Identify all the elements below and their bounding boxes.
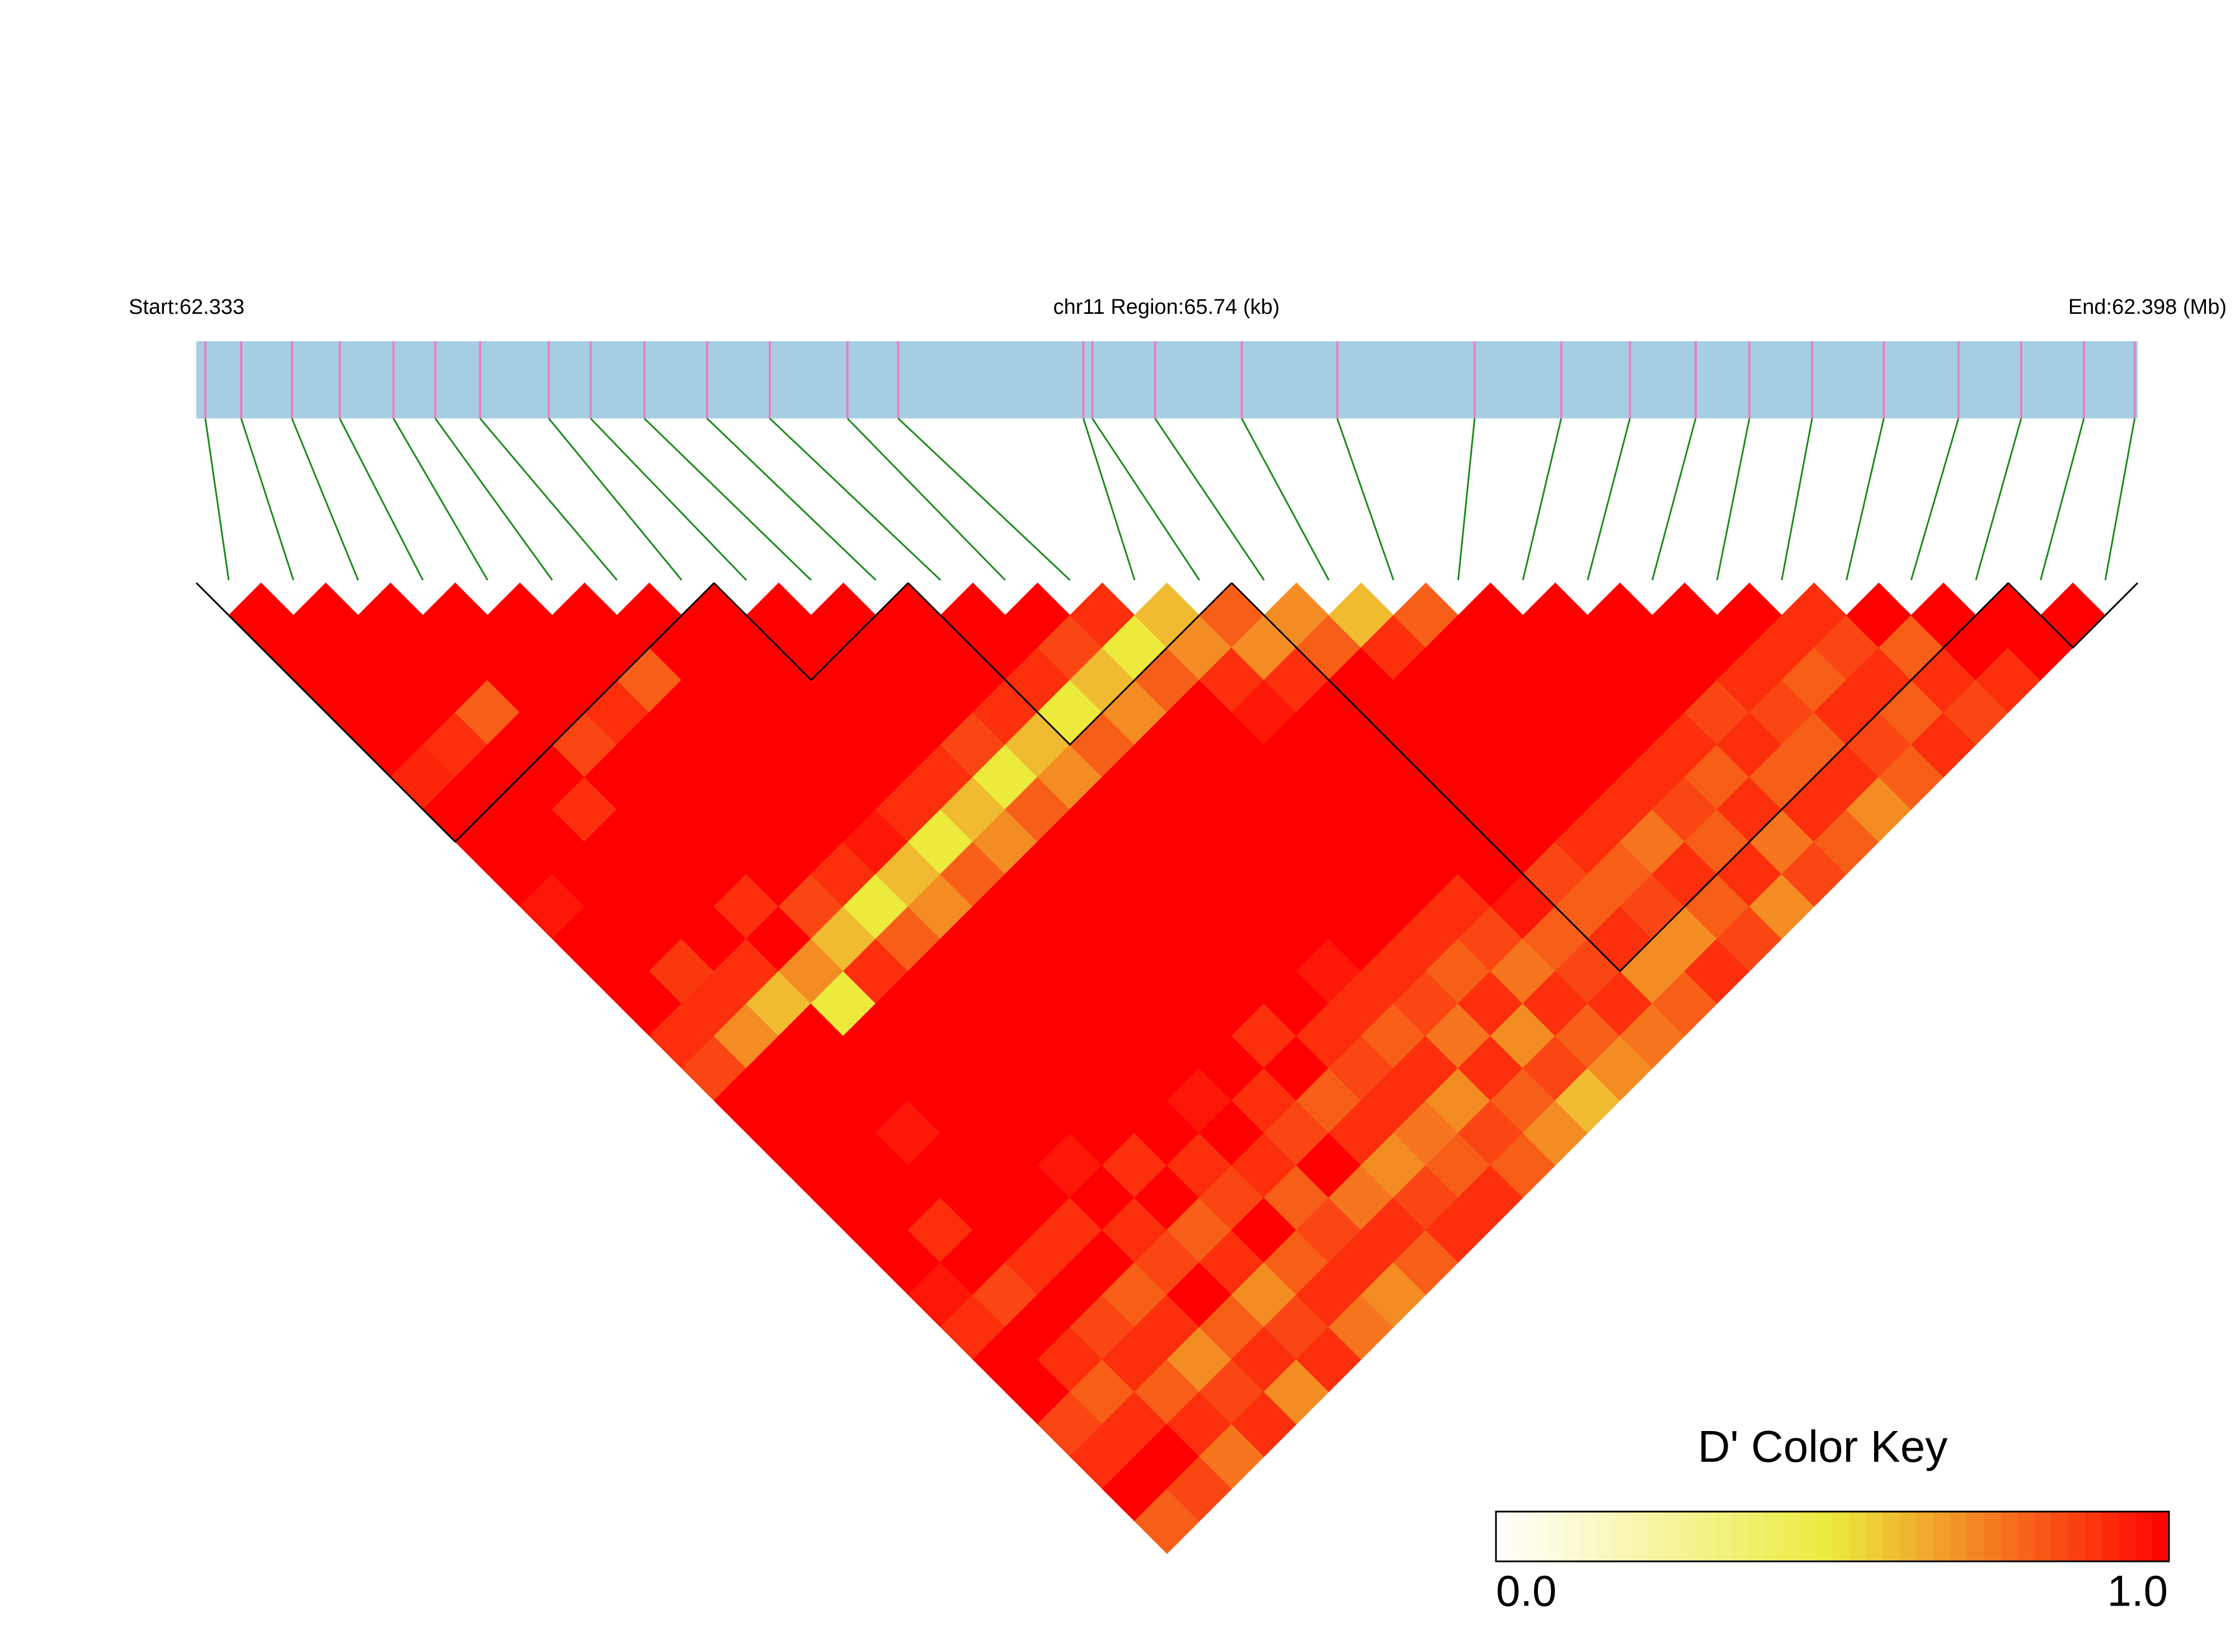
snp-connector xyxy=(434,418,553,581)
ld-block xyxy=(1231,582,2009,973)
snp-connector xyxy=(769,417,942,581)
key-swatch xyxy=(1697,1512,1715,1561)
key-swatch xyxy=(1647,1512,1665,1561)
key-swatch xyxy=(1765,1512,1783,1561)
key-swatch xyxy=(1546,1512,1564,1561)
snp-connector xyxy=(1091,418,1201,581)
ld-block xyxy=(2007,582,2139,649)
end-value: 62.398 xyxy=(2112,295,2177,319)
key-swatch xyxy=(2085,1512,2102,1561)
key-swatch xyxy=(1950,1512,1968,1561)
key-swatch xyxy=(1530,1512,1547,1561)
start-value: 62.333 xyxy=(180,295,244,319)
snp-connector xyxy=(1651,418,1697,581)
key-swatch xyxy=(1580,1512,1598,1561)
key-swatch xyxy=(2017,1512,2035,1561)
key-swatch xyxy=(1832,1512,1850,1561)
key-swatch xyxy=(1630,1512,1648,1561)
key-swatch xyxy=(1799,1512,1817,1561)
snp-connector xyxy=(2104,418,2136,581)
snp-connector xyxy=(2040,418,2085,581)
key-swatch xyxy=(1866,1512,1884,1561)
ld-block xyxy=(713,582,909,681)
snp-connector xyxy=(1083,418,1136,581)
key-tick-label: 0.0 xyxy=(1496,1566,1556,1616)
snp-connector xyxy=(1846,418,1885,581)
key-swatch xyxy=(1681,1512,1698,1561)
start-label: Start:62.333 xyxy=(129,295,244,319)
snp-connector xyxy=(643,417,812,581)
region-label: chr11 Region:65.74 (kb) xyxy=(1053,295,1280,319)
key-swatch xyxy=(1714,1512,1733,1561)
key-swatch xyxy=(1597,1512,1615,1561)
snp-connector xyxy=(846,417,1006,581)
snp-connector xyxy=(548,418,683,581)
snp-connector xyxy=(1241,418,1330,581)
end-unit: (Mb) xyxy=(2183,295,2227,319)
key-swatch xyxy=(2051,1512,2069,1561)
snp-connector xyxy=(897,417,1071,581)
key-swatch xyxy=(2101,1512,2119,1561)
snp-connector xyxy=(479,418,618,581)
ld-block xyxy=(907,582,1232,746)
key-swatch xyxy=(1933,1512,1951,1561)
snp-connector xyxy=(1716,418,1751,581)
snp-connector xyxy=(1336,418,1395,581)
key-swatch xyxy=(2152,1512,2170,1561)
snp-connector xyxy=(1910,418,1960,581)
position-track xyxy=(196,341,2138,418)
snp-connector xyxy=(1975,418,2022,581)
ld-block xyxy=(195,582,715,843)
key-swatch xyxy=(1664,1512,1682,1561)
key-tick-label: 1.0 xyxy=(2107,1566,2168,1616)
snp-connector xyxy=(393,418,488,581)
key-swatch xyxy=(1513,1512,1531,1561)
key-swatch xyxy=(1563,1512,1581,1561)
snp-connector xyxy=(706,417,877,581)
key-swatch xyxy=(1613,1512,1631,1561)
snp-connector xyxy=(1154,418,1265,581)
key-swatch xyxy=(1916,1512,1934,1561)
key-swatch xyxy=(1815,1512,1833,1561)
key-swatch xyxy=(1849,1512,1867,1561)
key-swatch xyxy=(2135,1512,2153,1561)
key-swatch xyxy=(1782,1512,1800,1561)
start-prefix: Start: xyxy=(129,295,180,319)
snp-connector xyxy=(204,418,230,581)
key-swatch xyxy=(1899,1512,1917,1561)
key-title: D' Color Key xyxy=(1698,1422,1948,1471)
end-label: End:62.398 (Mb) xyxy=(2068,295,2227,319)
key-swatch xyxy=(2001,1512,2018,1561)
snp-connector xyxy=(1522,418,1563,581)
snp-connector xyxy=(291,418,359,581)
key-swatch xyxy=(2034,1512,2052,1561)
key-swatch xyxy=(1731,1512,1749,1561)
key-swatch xyxy=(1748,1512,1766,1561)
snp-connector xyxy=(1457,418,1476,581)
snp-connector xyxy=(1587,418,1631,581)
snp-connector xyxy=(338,418,424,581)
key-swatch xyxy=(1984,1512,2002,1561)
snp-connector xyxy=(590,417,747,581)
snp-connector xyxy=(1781,418,1813,581)
key-swatch xyxy=(2118,1512,2136,1561)
key-swatch xyxy=(1967,1512,1985,1561)
end-prefix: End: xyxy=(2068,295,2112,319)
key-frame xyxy=(1495,1510,2170,1562)
key-swatch xyxy=(2068,1512,2086,1561)
snp-connector xyxy=(240,418,294,581)
key-swatch xyxy=(1883,1512,1900,1561)
key-swatch xyxy=(1496,1512,1514,1561)
